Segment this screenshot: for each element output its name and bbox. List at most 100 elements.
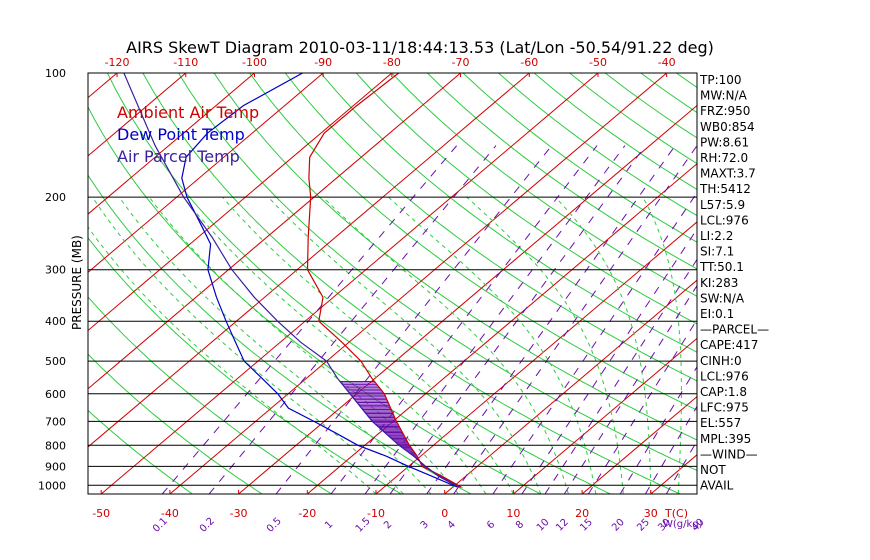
mixing-ratio-tick-label: 1 bbox=[323, 519, 335, 531]
isotherm bbox=[650, 454, 697, 494]
stability-index: FRZ:950 bbox=[700, 104, 750, 118]
bottom-temperature-tick-label: 30 bbox=[644, 507, 658, 520]
stability-index: L57:5.9 bbox=[700, 198, 745, 212]
top-temperature-tick-label: -70 bbox=[452, 56, 470, 69]
stability-index: EI:0.1 bbox=[700, 307, 734, 321]
top-temperature-tick-label: -100 bbox=[242, 56, 267, 69]
moist-adiabat bbox=[148, 196, 459, 494]
bottom-temperature-tick-label: 0 bbox=[441, 507, 448, 520]
mixing-ratio-line bbox=[161, 145, 458, 494]
moist-adiabat bbox=[182, 196, 487, 494]
mixing-ratio-line bbox=[275, 145, 553, 494]
top-temperature-tick-label: -40 bbox=[658, 56, 676, 69]
bottom-temperature-tick-label: -40 bbox=[161, 507, 179, 520]
pressure-tick-label: 700 bbox=[45, 415, 66, 428]
dry-adiabat bbox=[747, 73, 870, 494]
isotherm bbox=[375, 221, 697, 494]
dry-adiabat bbox=[783, 73, 870, 494]
mixing-ratio-line bbox=[208, 145, 497, 494]
dry-adiabat bbox=[88, 409, 193, 494]
pressure-tick-label: 400 bbox=[45, 315, 66, 328]
ambient-air-temp-line bbox=[306, 73, 462, 488]
isotherm bbox=[88, 73, 393, 332]
mixing-ratio-tick-label: 4 bbox=[446, 519, 458, 531]
stability-index: CINH:0 bbox=[700, 354, 742, 368]
mixing-ratio-line bbox=[644, 405, 697, 494]
mixing-ratio-line bbox=[389, 145, 646, 494]
stability-index: KI:283 bbox=[700, 276, 738, 290]
legend: Ambient Air Temp Dew Point Temp Air Parcel… bbox=[117, 103, 259, 166]
bottom-temperature-tick-label: -20 bbox=[298, 507, 316, 520]
mixing-ratio-line bbox=[544, 258, 697, 494]
isotherm bbox=[100, 73, 599, 494]
isotherm bbox=[88, 73, 324, 273]
isotherm bbox=[88, 73, 187, 157]
mixing-ratio-tick-label: 3 bbox=[419, 519, 431, 531]
moist-adiabat bbox=[267, 196, 542, 494]
top-temperature-tick-label: -120 bbox=[105, 56, 130, 69]
x-axis-unit-label: T(C) bbox=[664, 507, 688, 520]
moist-adiabat bbox=[466, 196, 624, 494]
stability-index: WB0:854 bbox=[700, 120, 755, 134]
mixing-ratio-tick-label: 8 bbox=[514, 519, 526, 531]
isotherm bbox=[0, 73, 48, 494]
plot-frame bbox=[87, 72, 698, 495]
pressure-tick-label: 500 bbox=[45, 355, 66, 368]
isotherm bbox=[581, 395, 697, 494]
bottom-temperature-tick-label: -30 bbox=[230, 507, 248, 520]
isotherm bbox=[88, 73, 118, 99]
dry-adiabat bbox=[178, 73, 697, 471]
pressure-tick-label: 900 bbox=[45, 460, 66, 473]
mixing-ratio-tick-label: 12 bbox=[554, 517, 571, 534]
mixing-ratio-line bbox=[426, 145, 676, 494]
dry-adiabat bbox=[213, 73, 697, 441]
stability-index: AVAIL bbox=[700, 479, 734, 493]
air-parcel-temp-line bbox=[123, 73, 459, 488]
stability-index: NOT bbox=[700, 463, 726, 477]
pressure-tick-label: 100 bbox=[45, 67, 66, 80]
moist-adiabat bbox=[88, 226, 377, 494]
stability-index: CAPE:417 bbox=[700, 338, 758, 352]
isotherm bbox=[88, 73, 255, 215]
mixing-ratio-line bbox=[563, 284, 697, 494]
dry-adiabat bbox=[355, 73, 697, 325]
isotherm bbox=[444, 279, 697, 494]
dry-adiabat bbox=[88, 174, 472, 494]
moist-adiabat bbox=[555, 196, 652, 494]
dry-adiabat bbox=[142, 73, 681, 494]
dry-adiabat bbox=[284, 73, 697, 382]
pressure-tick-label: 300 bbox=[45, 264, 66, 277]
profile-lines bbox=[123, 73, 462, 488]
dry-adiabat bbox=[249, 73, 697, 411]
pressure-tick-label: 1000 bbox=[38, 479, 66, 492]
dew-point-temp-line bbox=[181, 73, 458, 488]
legend-entry: Dew Point Temp bbox=[117, 125, 245, 144]
stability-index: SW:N/A bbox=[700, 291, 745, 305]
dry-adiabat bbox=[640, 73, 697, 114]
stability-index: —WIND— bbox=[700, 447, 758, 461]
dry-adiabat bbox=[88, 296, 332, 494]
chart-title: AIRS SkewT Diagram 2010-03-11/18:44:13.5… bbox=[126, 38, 714, 57]
mixing-ratio-line bbox=[492, 191, 697, 494]
mixing-ratio-line bbox=[453, 145, 697, 494]
top-temperature-axis: -120 -110 -100 -90 -80 -70 -60 -50 -40 bbox=[105, 56, 676, 77]
dry-adiabat bbox=[854, 73, 870, 494]
stability-index: —PARCEL— bbox=[700, 323, 769, 337]
isotherm bbox=[788, 73, 870, 494]
stability-index: TT:50.1 bbox=[699, 260, 744, 274]
moist-adiabat bbox=[642, 196, 682, 494]
dry-adiabat bbox=[819, 73, 870, 494]
mixing-ratio-line bbox=[587, 318, 697, 494]
mixing-ratio-unit-label: W(g/kg) bbox=[663, 519, 703, 530]
moist-adiabat bbox=[118, 196, 432, 494]
mixing-ratio-tick-label: 6 bbox=[485, 519, 497, 531]
stability-index: LCL:976 bbox=[700, 369, 749, 383]
stability-index: MPL:395 bbox=[700, 432, 751, 446]
mixing-ratio-tick-label: 10 bbox=[535, 517, 552, 534]
pressure-tick-label: 200 bbox=[45, 191, 66, 204]
top-temperature-tick-label: -60 bbox=[520, 56, 538, 69]
mixing-ratio-tick-label: 0.2 bbox=[198, 516, 217, 535]
pressure-tick-label: 600 bbox=[45, 388, 66, 401]
legend-entry: Air Parcel Temp bbox=[117, 147, 240, 166]
top-temperature-tick-label: -80 bbox=[383, 56, 401, 69]
